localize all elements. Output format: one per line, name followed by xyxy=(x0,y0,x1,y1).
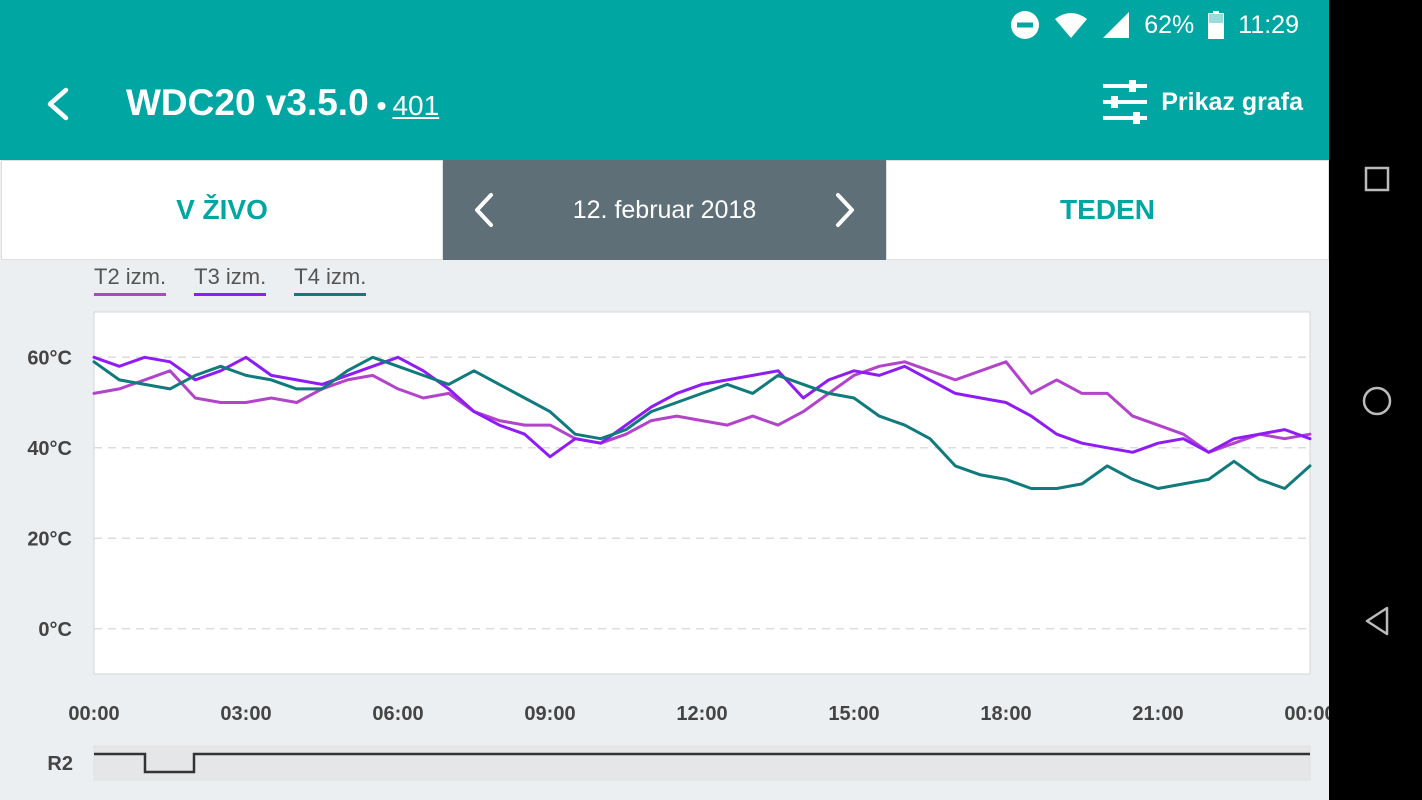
y-tick-label: 0°C xyxy=(38,619,72,641)
chart-legend: T2 izm. T3 izm. T4 izm. xyxy=(94,264,367,296)
recents-icon[interactable] xyxy=(1363,165,1391,193)
back-arrow-icon[interactable] xyxy=(40,84,76,124)
signal-icon xyxy=(1103,12,1130,38)
battery-icon xyxy=(1208,11,1225,39)
series-line-t2 xyxy=(92,360,1312,454)
legend-t2[interactable]: T2 izm. xyxy=(94,264,167,296)
home-icon[interactable] xyxy=(1361,385,1393,417)
x-tick-label: 00:00 xyxy=(68,703,119,725)
x-tick-label: 03:00 xyxy=(220,703,271,725)
y-tick-label: 20°C xyxy=(27,528,72,550)
sliders-icon xyxy=(1103,80,1148,124)
relay-track xyxy=(93,745,1311,781)
x-tick-label: 09:00 xyxy=(524,703,575,725)
chevron-right-icon[interactable] xyxy=(834,192,856,228)
date-navigator: 12. februar 2018 xyxy=(443,160,886,260)
plot-area xyxy=(93,311,1311,675)
tab-live[interactable]: V ŽIVO xyxy=(1,160,443,260)
relay-label: R2 xyxy=(47,753,73,775)
x-tick-label: 12:00 xyxy=(676,703,727,725)
do-not-disturb-icon xyxy=(1011,11,1040,39)
battery-percent: 62% xyxy=(1144,10,1195,39)
app-bar: 62% 11:29 WDC20 v3.5.0 • 401 Prikaz grafa xyxy=(0,0,1329,160)
relay-chart: R2 xyxy=(47,745,1311,781)
x-tick-label: 21:00 xyxy=(1132,703,1183,725)
y-tick-label: 60°C xyxy=(27,347,72,369)
page-title: WDC20 v3.5.0 • 401 xyxy=(126,82,439,124)
wifi-icon xyxy=(1055,13,1088,38)
x-tick-label: 00:00 xyxy=(1284,703,1329,725)
tab-week[interactable]: TEDEN xyxy=(886,160,1329,260)
back-nav-icon[interactable] xyxy=(1363,605,1391,637)
graph-view-label: Prikaz grafa xyxy=(1161,87,1303,116)
clock: 11:29 xyxy=(1238,10,1299,39)
device-title: WDC20 v3.5.0 xyxy=(126,82,369,123)
selected-date[interactable]: 12. februar 2018 xyxy=(572,195,757,224)
x-tick-label: 15:00 xyxy=(828,703,879,725)
system-nav-bar xyxy=(1329,0,1422,800)
device-number-link[interactable]: 401 xyxy=(392,90,440,121)
series-line-t4 xyxy=(92,355,1312,490)
legend-t3[interactable]: T3 izm. xyxy=(194,264,267,296)
series-line-t3 xyxy=(92,355,1312,459)
status-bar: 62% 11:29 xyxy=(1010,8,1299,42)
period-tabs: V ŽIVO 12. februar 2018 TEDEN xyxy=(0,160,1329,260)
chevron-left-icon[interactable] xyxy=(473,192,495,228)
y-tick-label: 40°C xyxy=(27,438,72,460)
x-tick-label: 18:00 xyxy=(980,703,1031,725)
graph-view-button[interactable]: Prikaz grafa xyxy=(1101,80,1303,124)
app-screen: 62% 11:29 WDC20 v3.5.0 • 401 Prikaz grafa … xyxy=(0,0,1329,800)
x-tick-label: 06:00 xyxy=(372,703,423,725)
legend-t4[interactable]: T4 izm. xyxy=(294,264,367,296)
temperature-chart[interactable]: 0°C 20°C 40°C 60°C 00:00 03:00 06:00 09:00 12:00… xyxy=(0,300,1329,730)
title-separator: • xyxy=(376,90,387,121)
relay-state-line xyxy=(94,752,1310,774)
